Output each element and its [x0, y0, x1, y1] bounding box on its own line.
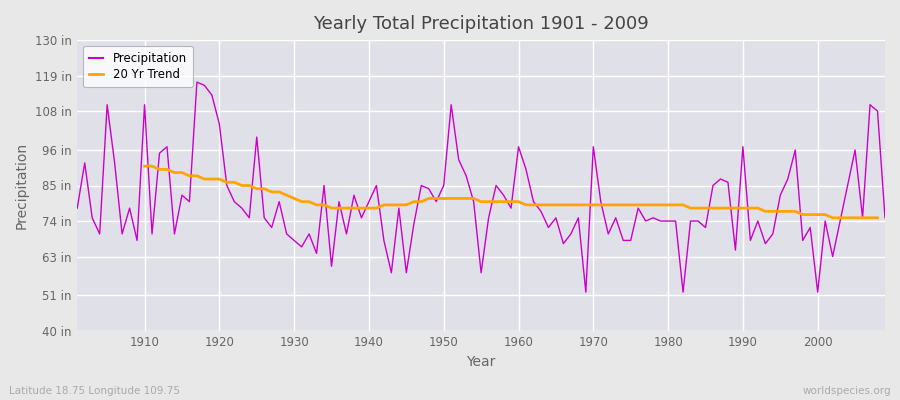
Y-axis label: Precipitation: Precipitation — [15, 142, 29, 229]
Precipitation — [580, 290, 591, 294]
Title: Yearly Total Precipitation 1901 - 2009: Yearly Total Precipitation 1901 - 2009 — [313, 15, 649, 33]
X-axis label: Year: Year — [466, 355, 496, 369]
Line: 20 Yr Trend: 20 Yr Trend — [145, 166, 877, 218]
20 Yr Trend — [364, 206, 374, 210]
Precipitation — [303, 232, 314, 236]
Precipitation — [192, 80, 202, 84]
20 Yr Trend — [827, 216, 838, 220]
Text: Latitude 18.75 Longitude 109.75: Latitude 18.75 Longitude 109.75 — [9, 386, 180, 396]
Precipitation — [617, 238, 628, 243]
20 Yr Trend — [716, 206, 726, 210]
Precipitation — [348, 193, 359, 198]
Line: Precipitation: Precipitation — [77, 82, 885, 292]
Precipitation — [879, 216, 890, 220]
20 Yr Trend — [140, 164, 150, 168]
Precipitation — [513, 144, 524, 149]
20 Yr Trend — [506, 199, 517, 204]
Precipitation — [72, 206, 83, 210]
20 Yr Trend — [872, 216, 883, 220]
20 Yr Trend — [334, 206, 345, 210]
Precipitation — [520, 167, 531, 172]
20 Yr Trend — [528, 202, 539, 207]
Legend: Precipitation, 20 Yr Trend: Precipitation, 20 Yr Trend — [83, 46, 193, 87]
Text: worldspecies.org: worldspecies.org — [803, 386, 891, 396]
Precipitation — [131, 238, 142, 243]
20 Yr Trend — [311, 202, 322, 207]
